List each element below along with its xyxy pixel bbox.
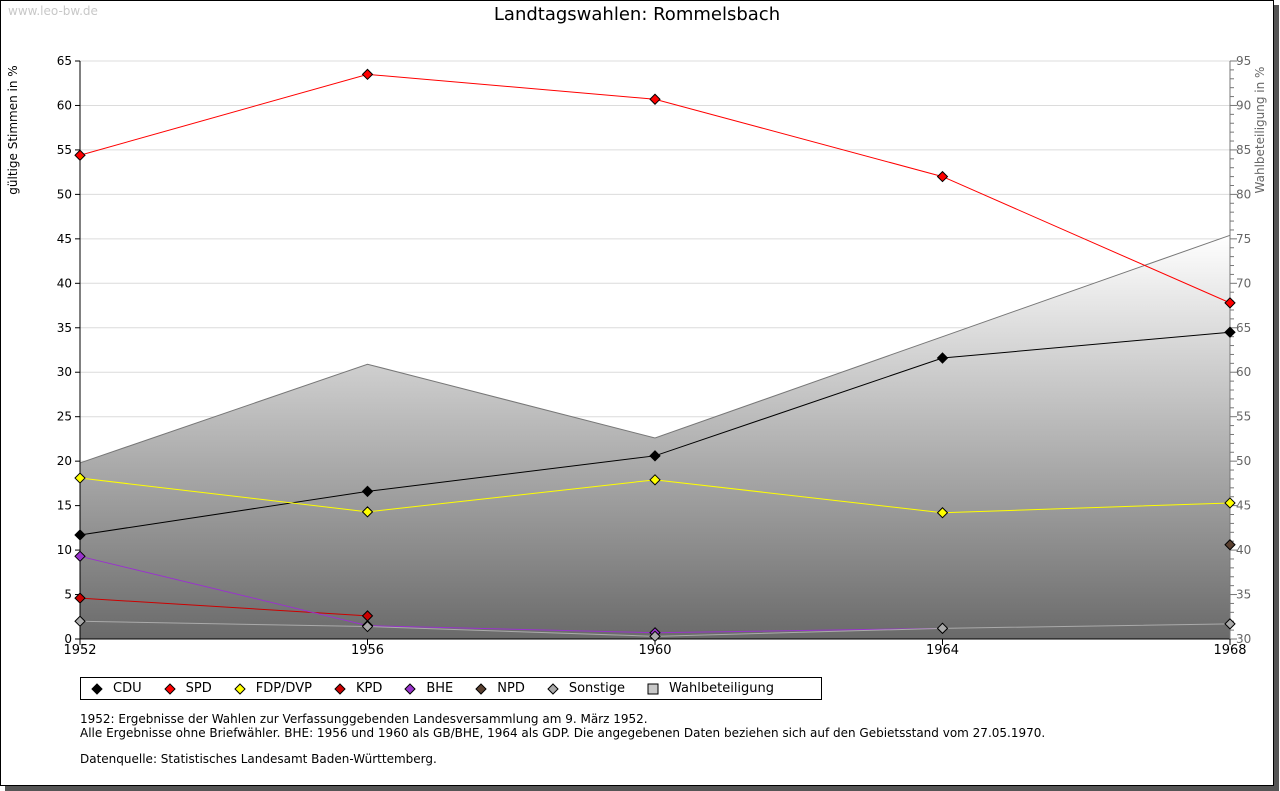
series-line-kpd (79, 597, 368, 617)
data-point-spd (1224, 297, 1236, 309)
data-point-cdu (649, 450, 661, 462)
data-point-sonstige (649, 630, 661, 643)
legend-item: SPD (163, 681, 212, 696)
y-tick-label: 60 (57, 98, 72, 112)
legend-label: Wahlbeteiligung (669, 681, 775, 696)
y2-tick-label: 35 (1236, 588, 1251, 602)
legend-item: NPD (475, 681, 525, 696)
chart-area: 0 5 10 15 20 25 30 35 40 45 50 55 60 65 30 35 40 45 50 55 60… (6, 54, 1267, 658)
legend-diamond-icon (404, 682, 417, 695)
y2-tick-label: 80 (1236, 187, 1251, 201)
y2-tick-label: 55 (1236, 410, 1251, 424)
y2-tick-label: 45 (1236, 499, 1251, 513)
y-tick-label: 25 (57, 410, 72, 424)
data-point-sonstige (361, 620, 374, 633)
data-point-kpd (74, 592, 86, 604)
y2-tick-label: 85 (1236, 143, 1251, 157)
data-point-sonstige (1224, 618, 1236, 630)
data-point-cdu (74, 529, 86, 541)
turnout-area (80, 235, 1230, 639)
data-point-spd (649, 93, 661, 105)
y2-tick-label: 70 (1236, 276, 1251, 290)
series-line-spd (79, 73, 1231, 304)
data-point-npd (1224, 539, 1236, 551)
legend-square-icon (647, 683, 659, 694)
y-tick-label: 15 (57, 499, 72, 513)
y-tick-label: 20 (57, 454, 72, 468)
x-tick-label: 1952 (63, 643, 96, 658)
y-tick-label: 40 (57, 276, 72, 290)
legend-item: KPD (334, 681, 382, 696)
legend-item: BHE (404, 681, 453, 696)
legend-label: BHE (426, 681, 454, 696)
x-tick-label: 1964 (926, 643, 959, 658)
legend-item: Sonstige (547, 681, 625, 696)
legend-label: KPD (355, 681, 383, 696)
legend-label: CDU (113, 681, 142, 696)
legend-label: FDP/DVP (255, 681, 312, 696)
y2-tick-label: 60 (1236, 365, 1251, 379)
y-tick-label: 0 (64, 632, 72, 646)
x-tick-label: 1956 (351, 643, 384, 658)
data-point-fdpdvp (649, 474, 661, 486)
y-tick-label: 55 (57, 143, 72, 157)
y2-axis-label: Wahlbeteiligung in % (1253, 67, 1267, 194)
y-tick-label: 65 (57, 54, 72, 68)
watermark: www.leo-bw.de (8, 4, 98, 18)
data-point-spd (936, 170, 949, 183)
x-tick-label: 1960 (638, 643, 671, 658)
legend-item: CDU (91, 681, 142, 696)
y2-tick-label: 30 (1236, 632, 1251, 646)
y2-tick-label: 40 (1236, 543, 1251, 557)
y-tick-label: 30 (57, 365, 72, 379)
y2-tick-label: 90 (1236, 98, 1251, 112)
turnout-line (79, 234, 1231, 464)
chart-title: Landtagswahlen: Rommelsbach (493, 4, 781, 25)
legend-item: FDP/DVP (234, 681, 312, 696)
y2-tick-label: 75 (1236, 232, 1251, 246)
y2-tick-label: 65 (1236, 321, 1251, 335)
y-tick-label: 10 (57, 543, 72, 557)
series-line-bhe (79, 555, 943, 634)
data-point-fdpdvp (74, 472, 86, 484)
data-point-cdu (936, 352, 949, 364)
y2-tick-label: 50 (1236, 454, 1251, 468)
data-point-fdpdvp (361, 506, 374, 518)
data-point-spd (361, 68, 374, 81)
data-point-cdu (1224, 326, 1236, 338)
data-point-spd (74, 149, 86, 161)
legend-diamond-icon (234, 682, 246, 695)
data-point-bhe (74, 550, 86, 563)
note-2: Alle Ergebnisse ohne Briefwähler. BHE: 1… (80, 726, 1046, 740)
y-axis-label: gültige Stimmen in % (6, 65, 20, 194)
legend-diamond-icon (547, 682, 559, 695)
data-point-sonstige (74, 615, 86, 627)
x-tick-label: 1968 (1213, 643, 1246, 658)
legend-item: Wahlbeteiligung (647, 681, 774, 696)
data-point-cdu (361, 485, 374, 498)
legend-label: NPD (497, 681, 525, 696)
legend-diamond-icon (334, 682, 346, 695)
data-point-sonstige (936, 622, 949, 635)
legend-label: SPD (185, 681, 212, 696)
note-1: 1952: Ergebnisse der Wahlen zur Verfassu… (80, 712, 648, 726)
legend-diamond-icon (163, 682, 176, 695)
y-tick-label: 5 (64, 588, 72, 602)
data-point-fdpdvp (1224, 497, 1236, 509)
y-tick-label: 50 (57, 187, 72, 201)
y-tick-label: 45 (57, 232, 72, 246)
legend-diamond-icon (91, 682, 103, 695)
note-3: Datenquelle: Statistisches Landesamt Bad… (80, 752, 437, 766)
y2-tick-label: 95 (1236, 54, 1251, 68)
legend-label: Sonstige (568, 681, 626, 696)
data-point-fdpdvp (936, 507, 949, 519)
y-tick-label: 35 (57, 321, 72, 335)
legend: CDU SPD FDP/DVP KPD BHE NPD Sonstige Wahlbeteil… (80, 677, 822, 700)
legend-diamond-icon (475, 682, 487, 695)
